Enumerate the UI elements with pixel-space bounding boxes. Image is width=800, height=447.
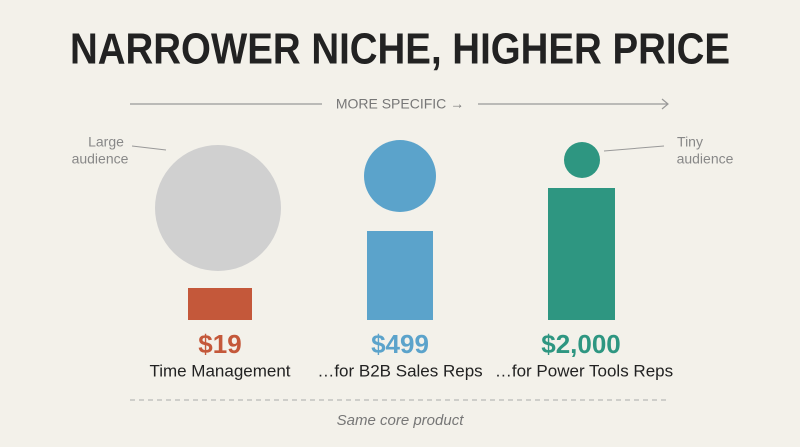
- price-bar: [188, 288, 252, 320]
- axis-arrowhead: [661, 98, 669, 110]
- item-label: …for B2B Sales Reps: [317, 361, 482, 380]
- audience-circle: [564, 142, 600, 178]
- audience-circle: [155, 145, 281, 271]
- price: $19: [198, 329, 241, 359]
- footer: Same core product: [337, 412, 465, 429]
- item-label: Time Management: [149, 361, 290, 380]
- annotation: audience: [72, 151, 129, 167]
- axis-label: MORE SPECIFIC →: [336, 96, 464, 112]
- audience-circle: [364, 140, 436, 212]
- annotation-line: [603, 145, 665, 152]
- annotation: Large: [88, 134, 124, 150]
- annotation: Tiny: [677, 134, 703, 150]
- price-bar: [548, 188, 615, 320]
- price: $2,000: [541, 329, 621, 359]
- annotation-line: [131, 145, 167, 151]
- annotation: audience: [677, 151, 734, 167]
- price: $499: [371, 329, 429, 359]
- item-label: …for Power Tools Reps: [495, 361, 673, 380]
- title: NARROWER NICHE, HIGHER PRICE: [70, 25, 730, 74]
- price-bar: [367, 231, 433, 320]
